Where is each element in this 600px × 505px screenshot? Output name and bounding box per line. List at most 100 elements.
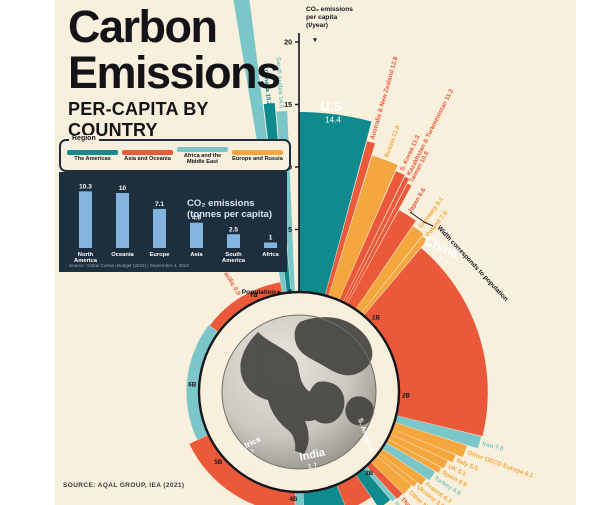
inset-bar-value: 4.6 — [192, 215, 201, 222]
inset-bar-category: North — [78, 252, 94, 258]
inset-title-line1: CO₂ emissions — [187, 198, 255, 209]
population-tick: 2B — [402, 393, 410, 400]
inset-bar-value: 7.1 — [155, 201, 164, 208]
bar-label: Saudi Arabia 14.5 — [275, 57, 285, 109]
legend-swatch — [67, 149, 118, 155]
inset-bar-1 — [116, 193, 129, 248]
bar-iraq — [363, 465, 396, 502]
population-tick: 7B — [250, 292, 258, 299]
bar-germany — [355, 226, 424, 314]
region-legend: Region The Americas Asia and Oceania Afric… — [59, 135, 291, 172]
population-tick: 6B — [188, 382, 196, 389]
legend-title: Region — [69, 135, 99, 142]
bar-mexico — [355, 468, 391, 505]
inset-bar-value: 2.5 — [229, 226, 238, 233]
wedge-value: 14.4 — [325, 116, 341, 125]
co2-axis-tick-label: 5 — [288, 227, 292, 234]
main-source: SOURCE: AQAL GROUP, IEA (2021) — [63, 482, 185, 489]
inset-title-line2: (tonnes per capita) — [187, 209, 272, 220]
population-axis-label: Population ▸ — [242, 289, 282, 296]
inset-source: Source: Global Carbon Budget (2022) | Se… — [69, 263, 189, 268]
bar-spain — [385, 438, 442, 473]
bar-turkey — [381, 442, 435, 481]
wedge-value: 2.1 — [362, 438, 369, 446]
page-title-line1: Carbon — [68, 1, 218, 52]
legend-items: The Americas Asia and Oceania Africa and t… — [61, 141, 289, 170]
inset-bar-value: 10.3 — [79, 183, 92, 190]
bar-thailand — [366, 461, 403, 499]
bar-kazakhstan-turkmenistan — [343, 176, 410, 304]
co2-axis-tick-label: 20 — [284, 40, 292, 47]
bar-italy — [389, 429, 456, 463]
co2-axis-tick-label: 15 — [284, 102, 292, 109]
population-tick: 4B — [289, 496, 297, 503]
wedge-label: India — [299, 446, 327, 463]
legend-item-2: Africa and the Middle East — [175, 146, 230, 165]
globe-continents — [240, 317, 374, 454]
inset-bar-category: Oceania — [111, 252, 134, 258]
population-tick: 5B — [214, 459, 222, 466]
bar-russia — [328, 155, 398, 301]
wedge-value: 7.1 — [436, 255, 450, 268]
bar-s-korea — [339, 171, 405, 303]
population-tick: 3B — [365, 470, 373, 477]
bar-other-asia-pacific — [209, 282, 283, 333]
bar-label: Iran 7.0 — [481, 440, 504, 453]
inset-bar-category: Asia — [190, 252, 203, 258]
bar-ukraine — [376, 452, 418, 487]
inset-bar-chart-svg: 10.3NorthAmerica10Oceania7.1Europe4.6Asi… — [69, 183, 279, 268]
bar-label: Japan 8.6 — [407, 187, 428, 215]
co2-axis-title: (t/year) — [306, 22, 328, 29]
bar-taiwan — [345, 183, 412, 305]
legend-label: Europe and Russia — [232, 155, 283, 162]
bar-china- — [363, 248, 488, 437]
annotation-leader — [409, 211, 434, 227]
wedge-label: U.S. — [320, 99, 345, 114]
inset-bar-value: 10 — [119, 185, 127, 192]
bar-other-non-oecd-europe-eurasia — [370, 455, 412, 494]
inset-bar-4 — [227, 234, 240, 248]
bar-u-s- — [299, 112, 372, 296]
co2-axis-title-arrow: ▾ — [312, 37, 317, 44]
bar-label: Kazakhstan & Turkmenistan 11.2 — [406, 88, 456, 177]
legend-label: The Americas — [74, 155, 111, 162]
co2-axis-title: per capita — [306, 14, 337, 21]
wedge-value: 1.0 — [246, 448, 255, 457]
page-subtitle: PER-CAPITA BY COUNTRY — [68, 99, 209, 140]
bar-uk — [387, 433, 448, 469]
inset-bar-category: America — [222, 258, 246, 264]
bar-other-oecd-europe — [391, 422, 467, 458]
legend-item-3: Europe and Russia — [230, 149, 285, 162]
bar-middle-east — [295, 491, 304, 505]
inset-bar-value: 1 — [269, 235, 273, 242]
population-tick: 1B — [372, 315, 380, 322]
bar-france — [378, 448, 427, 486]
globe-rim — [221, 314, 377, 470]
legend-label: Asia and Oceania — [124, 155, 171, 162]
co2-axis-title: CO₂ emissions — [306, 6, 353, 13]
bar-indonesia — [336, 474, 372, 505]
legend-swatch — [177, 146, 228, 152]
inset-bar-5 — [264, 242, 277, 248]
inset-bar-category: Africa — [262, 252, 279, 258]
legend-swatch — [122, 149, 173, 155]
inset-bar-category: America — [74, 258, 98, 264]
bar-africa — [186, 325, 219, 440]
bar-label: Russia 11.8 — [383, 124, 401, 159]
inset-bar-category: Europe — [150, 252, 171, 258]
bar-japan — [347, 210, 416, 310]
inset-bar-3 — [190, 222, 203, 248]
legend-item-1: Asia and Oceania — [120, 149, 175, 162]
inset-bar-0 — [79, 191, 92, 248]
bar-poland — [361, 236, 428, 316]
title-block: Carbon Emissions PER-CAPITA BY COUNTRY — [68, 4, 298, 141]
inset-bar-2 — [153, 208, 166, 248]
page-title-line2: Emissions — [68, 47, 281, 98]
bar-iran — [394, 415, 482, 449]
bar-s-america — [303, 484, 345, 505]
wedge-value: 1.7 — [307, 462, 318, 471]
legend-label: Africa and the Middle East — [183, 152, 222, 165]
co2-axis-zero: 0 — [288, 289, 292, 296]
legend-swatch — [232, 149, 283, 155]
bar-australia-new-zealand — [325, 141, 376, 297]
